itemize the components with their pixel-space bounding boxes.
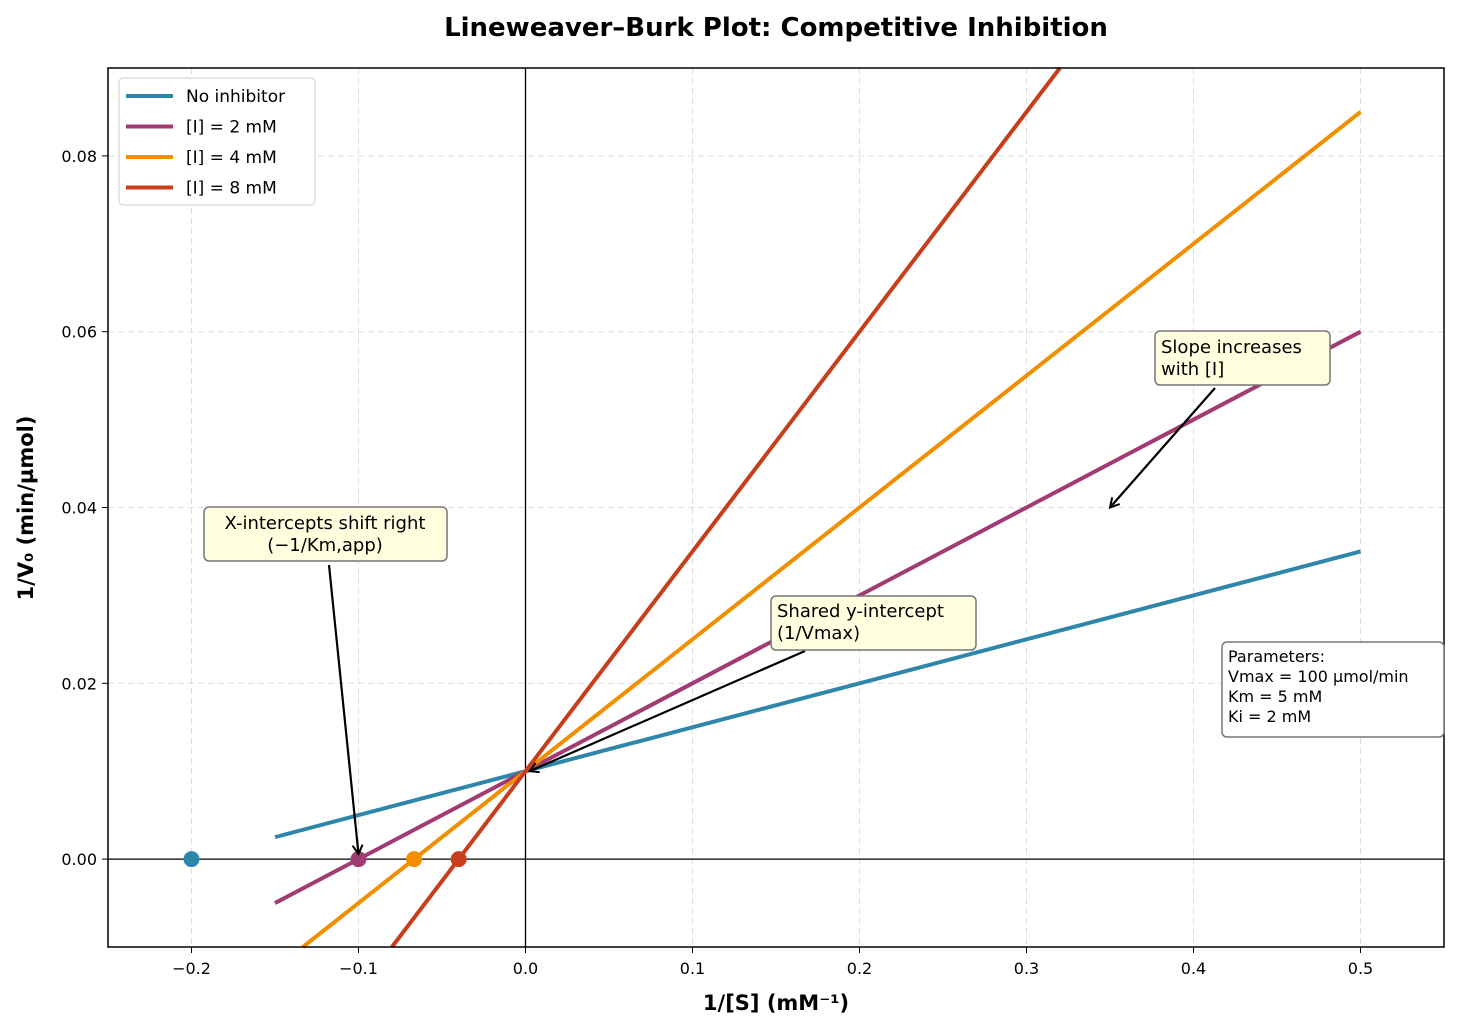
y-tick-label: 0.00 <box>61 850 97 869</box>
annotation-text-1: Shared y-intercept (1/Vmax) <box>777 601 944 644</box>
x-tick-label: −0.1 <box>339 959 378 978</box>
legend: No inhibitor [I] = 2 mM [I] = 4 mM [I] = 8 … <box>118 77 316 206</box>
series-line-0 <box>274 549 1362 840</box>
series-line-2 <box>301 110 1362 949</box>
y-tick-label: 0.08 <box>61 147 97 166</box>
x-intercept-point-3 <box>450 851 467 868</box>
x-intercept-point-0 <box>183 851 200 868</box>
y-tick-label: 0.02 <box>61 674 97 693</box>
series-line-3 <box>390 66 1062 949</box>
parameters-text: Parameters: Vmax = 100 µmol/min Km = 5 mM K… <box>1228 647 1409 726</box>
annotation-text-2: Slope increases with [I] <box>1161 337 1302 380</box>
annotation-box-1 <box>770 595 977 651</box>
y-tick-label: 0.06 <box>61 323 97 342</box>
annotation-arrow-2 <box>1110 387 1216 508</box>
x-tick-label: 0.0 <box>513 959 538 978</box>
x-intercept-point-2 <box>406 851 423 868</box>
annotation-box-2 <box>1154 330 1331 386</box>
y-axis-label: 1/V₀ (min/µmol) <box>14 416 38 601</box>
chart-title: Lineweaver–Burk Plot: Competitive Inhibi… <box>444 13 1108 43</box>
x-tick-label: 0.1 <box>680 959 705 978</box>
annotation-arrow-1 <box>530 649 806 771</box>
x-tick-label: 0.2 <box>847 959 872 978</box>
x-tick-label: 0.3 <box>1014 959 1039 978</box>
legend-label-2: [I] = 4 mM <box>186 148 277 168</box>
annotation-arrow-0 <box>327 564 359 854</box>
x-tick-label: −0.2 <box>172 959 211 978</box>
annotation-box-0 <box>203 506 448 562</box>
annotation-text-0: X-intercepts shift right (−1/Km,app) <box>225 513 426 556</box>
legend-label-3: [I] = 8 mM <box>186 179 277 199</box>
legend-frame <box>118 77 316 206</box>
x-axis-label: 1/[S] (mM⁻¹) <box>703 991 849 1015</box>
x-tick-label: 0.4 <box>1181 959 1206 978</box>
legend-label-1: [I] = 2 mM <box>186 118 277 138</box>
y-tick-label: 0.04 <box>61 499 97 518</box>
legend-label-0: No inhibitor <box>186 87 285 107</box>
parameters-box <box>1221 641 1445 738</box>
x-tick-label: 0.5 <box>1348 959 1373 978</box>
